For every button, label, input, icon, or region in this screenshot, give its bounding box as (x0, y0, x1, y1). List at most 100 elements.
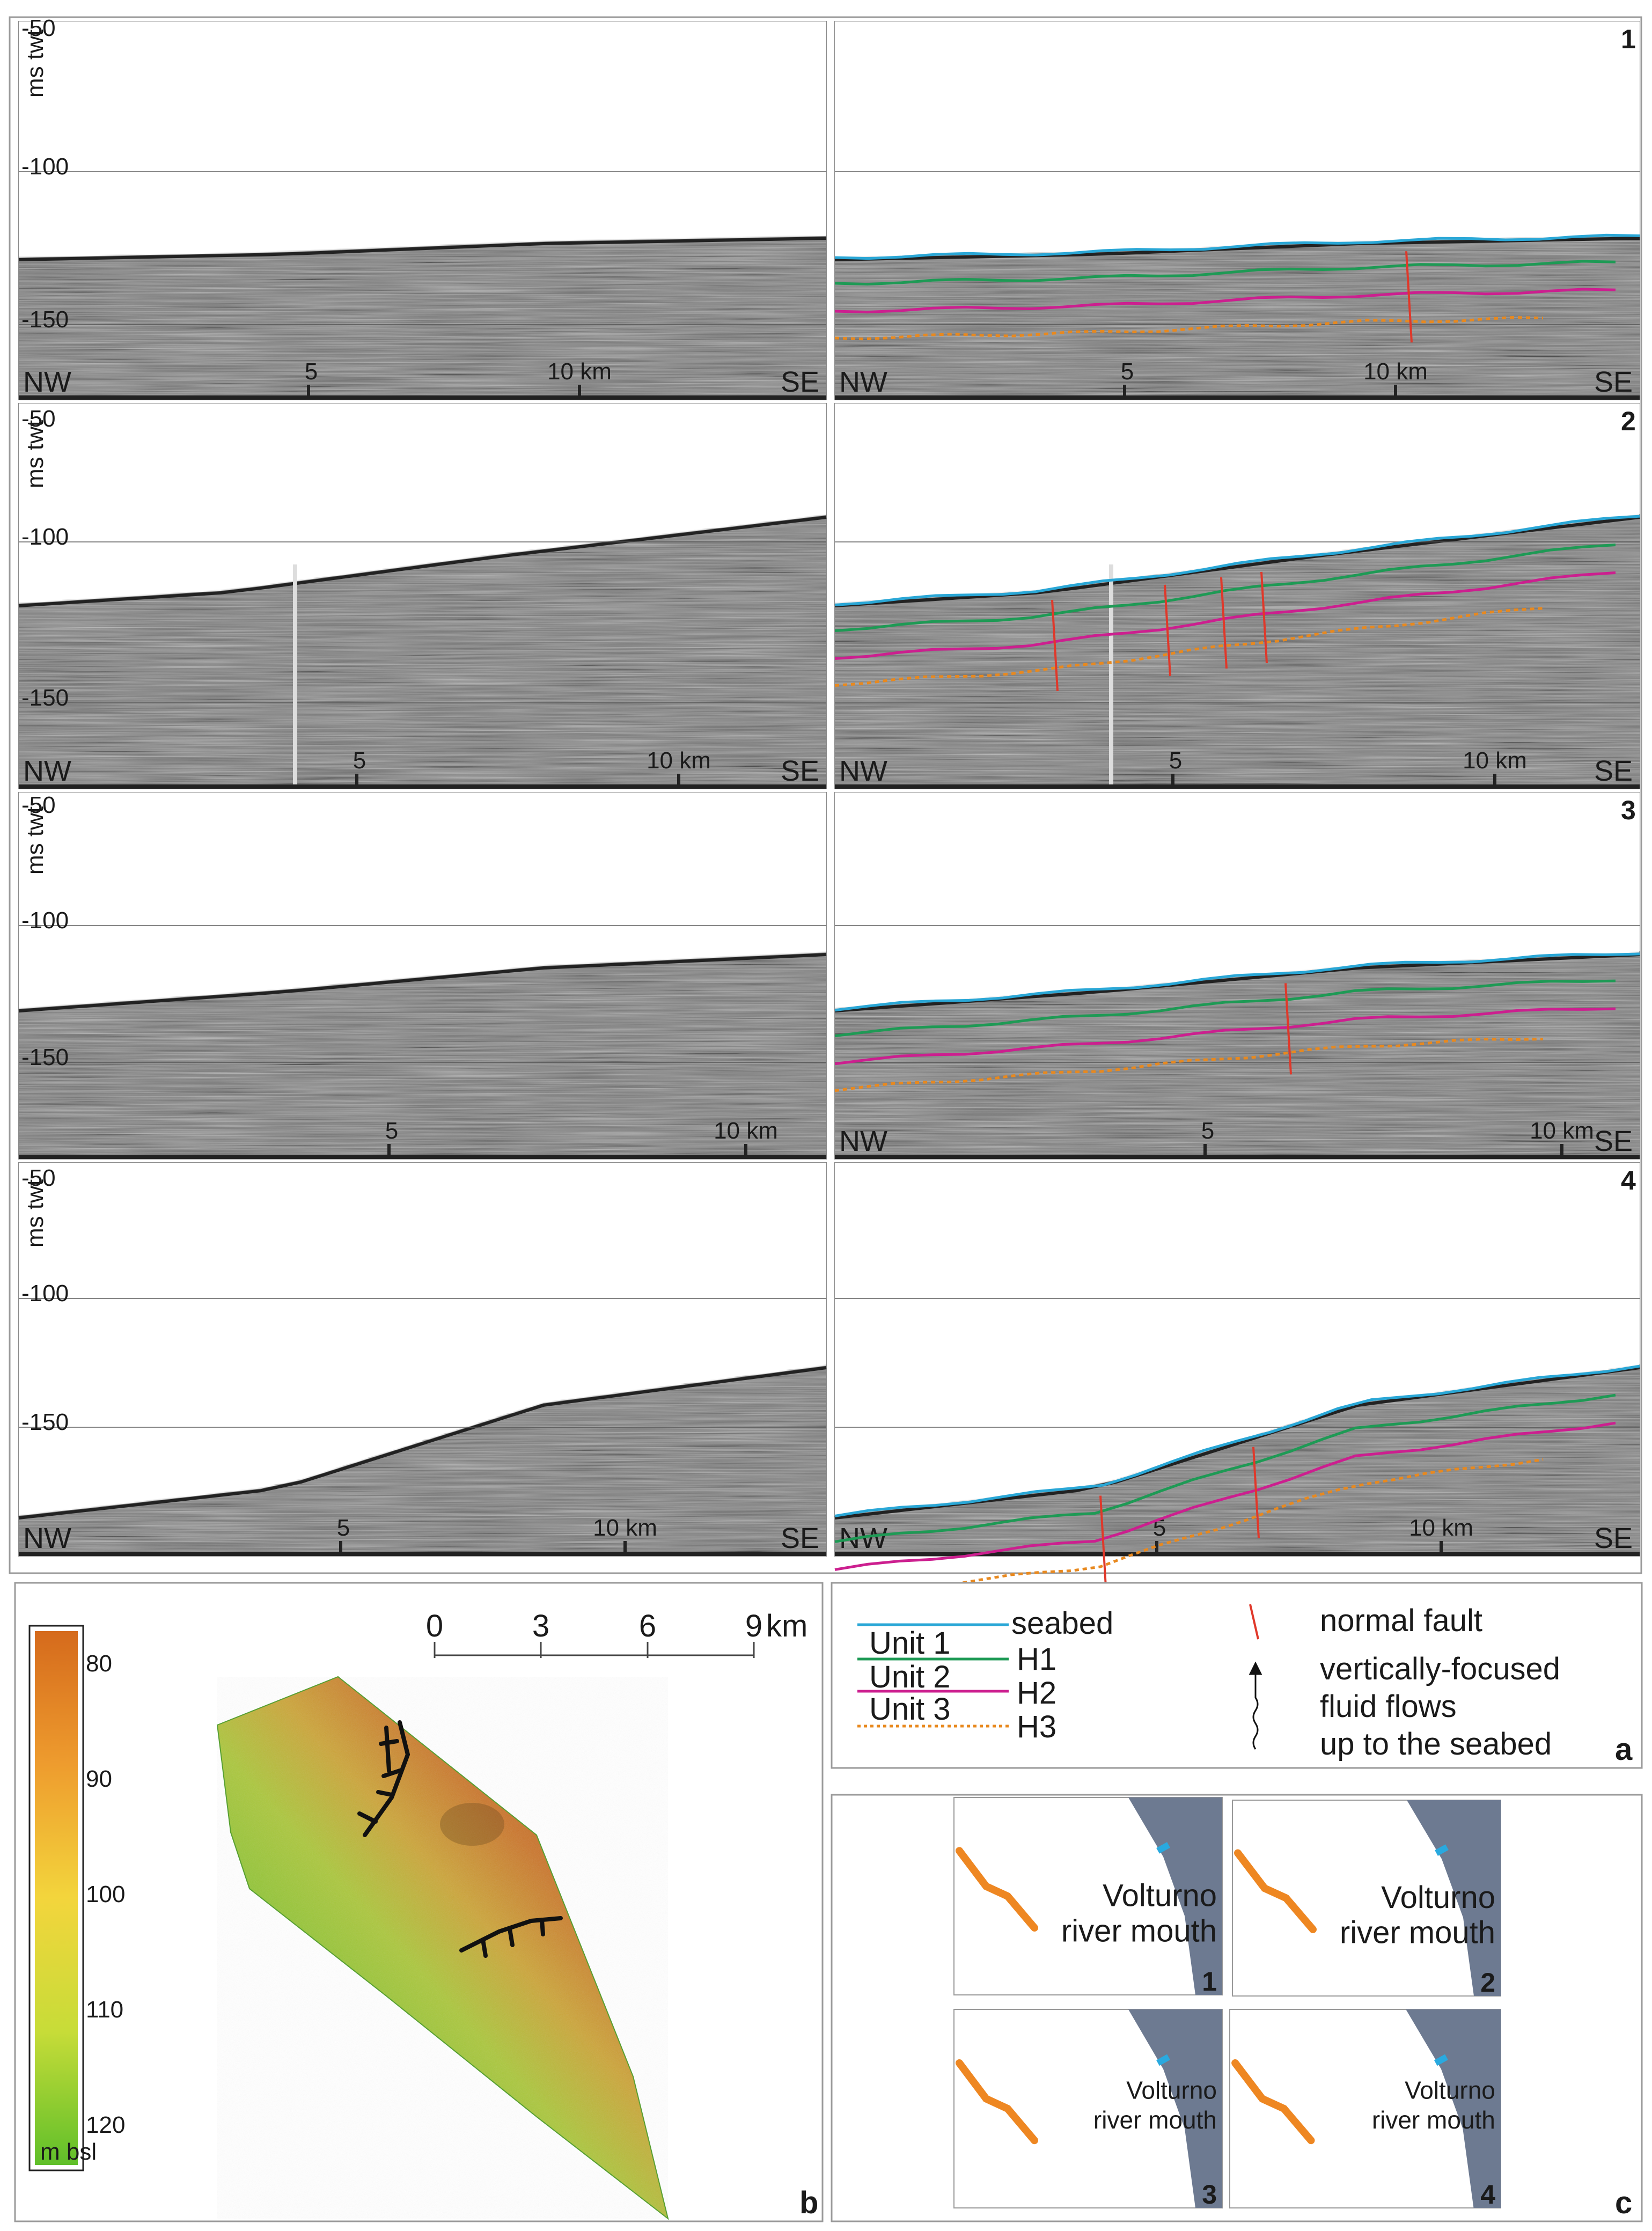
y-axis-unit: ms twt (22, 420, 48, 488)
y-tick-label: -100 (21, 524, 69, 550)
direction-se: SE (1594, 755, 1633, 787)
direction-se: SE (781, 1522, 819, 1554)
river-mouth-marker (1156, 2054, 1170, 2066)
x-tick-label: 5 (1201, 1118, 1214, 1144)
fluid-flow-legend-symbol (1249, 1661, 1262, 1750)
scale-label-0: 0 (426, 1609, 443, 1643)
profile-number: 3 (1621, 795, 1636, 825)
colorbar (35, 1631, 78, 2165)
x-tick-label: 10 km (647, 747, 711, 774)
place-label-line-2: river mouth (1372, 2106, 1495, 2134)
raw-profile-1: 5 10 km NW SE -50 -100 -150 ms twt (18, 15, 827, 400)
legend-unit-1: Unit 1 (869, 1626, 951, 1661)
horizon-h3 (834, 1037, 1544, 1092)
y-tick-label: -150 (21, 1409, 69, 1435)
horizon-h2 (834, 1421, 1616, 1571)
legend-h3: H3 (1017, 1709, 1056, 1744)
x-tick-label: 10 km (1409, 1515, 1473, 1541)
seismic-profiles: 5 10 km NW SE -50 -100 -150 ms twt 5 10 km NW SE 1 5 1… (18, 15, 1640, 1598)
scale-label-3: 3 (532, 1609, 549, 1643)
y-tick-label: -50 (21, 792, 56, 818)
direction-nw: NW (23, 366, 71, 398)
horizon-h2 (834, 288, 1616, 314)
river-mouth-marker (1435, 1844, 1449, 1856)
interpreted-profile-3: 5 10 km NW SE 3 (834, 792, 1640, 1159)
horizon-seabed (834, 952, 1640, 1012)
interpreted-profile-2: 5 10 km NW SE 2 (834, 403, 1640, 789)
scale-unit: km (766, 1609, 807, 1643)
direction-nw: NW (839, 366, 887, 398)
direction-nw: NW (839, 1125, 887, 1157)
profile-row-3: 5 10 km -50 -100 -150 ms twt 5 10 km NW SE 3 (18, 792, 1640, 1159)
direction-se: SE (781, 366, 819, 398)
profile-track (956, 1847, 1038, 1932)
profile-track (956, 2059, 1038, 2145)
place-label-line-1: Volturno (1126, 2076, 1217, 2104)
normal-fault (1220, 577, 1228, 669)
legend-fluid-line-3: up to the seabed (1320, 1727, 1552, 1762)
inset-number: 1 (1202, 1966, 1217, 1997)
direction-se: SE (1594, 1125, 1633, 1157)
profiles-frame (9, 16, 1642, 1574)
y-axis-unit: ms twt (22, 806, 48, 875)
x-tick-label: 10 km (714, 1118, 778, 1144)
colorbar-frame (28, 1625, 84, 2171)
horizon-h1 (834, 260, 1616, 286)
raw-profile-3: 5 10 km -50 -100 -150 ms twt (18, 792, 827, 1159)
y-tick-label: -100 (21, 1280, 69, 1307)
colorbar-label-110: 110 (86, 1997, 123, 2023)
profile-row-1: 5 10 km NW SE -50 -100 -150 ms twt 5 10 km NW SE 1 (18, 15, 1640, 400)
x-tick-label: 10 km (593, 1515, 657, 1541)
horizon-seabed (834, 515, 1640, 607)
y-tick-label: -50 (21, 1165, 56, 1191)
x-tick-label: 5 (1121, 358, 1134, 385)
profile-number: 4 (1621, 1165, 1636, 1195)
direction-se: SE (781, 755, 819, 787)
place-label-line-1: Volturno (1405, 2076, 1495, 2104)
colorbar-unit: m bsl (40, 2139, 97, 2165)
y-tick-label: -100 (21, 907, 69, 934)
horizon-h2 (834, 1007, 1616, 1066)
inset-number: 3 (1202, 2179, 1217, 2210)
y-tick-label: -50 (21, 406, 56, 432)
fault-traces (357, 1720, 563, 1958)
colorbar-label-90: 90 (86, 1766, 112, 1792)
dem-map-panel: 0 3 6 9 km 80 90 100 110 120 m bsl b (14, 1582, 824, 2222)
river-mouth-marker (1434, 2054, 1448, 2066)
profile-row-2: 5 10 km NW SE -50 -100 -150 ms twt 5 10 km NW SE 2 (18, 403, 1640, 789)
panel-letter-a: a (1615, 1732, 1633, 1767)
place-label-line-2: river mouth (1340, 1915, 1495, 1950)
fault-legend-symbol (1249, 1604, 1259, 1640)
place-label-line-1: Volturno (1103, 1878, 1217, 1913)
y-tick-label: -150 (21, 306, 69, 333)
x-tick-label: 5 (353, 747, 366, 774)
x-tick-label: 5 (305, 358, 318, 385)
raw-profile-2: 5 10 km NW SE -50 -100 -150 ms twt (18, 403, 827, 789)
profile-number: 1 (1621, 24, 1636, 54)
legend-unit-2: Unit 2 (869, 1660, 951, 1694)
direction-se: SE (1594, 366, 1633, 398)
normal-fault (1164, 584, 1171, 677)
colorbar-label-100: 100 (86, 1881, 125, 1907)
profile-track (1231, 2059, 1315, 2145)
horizon-h1 (834, 1393, 1616, 1543)
y-tick-label: -150 (21, 685, 69, 711)
horizon-seabed (834, 1364, 1640, 1517)
scale-label-9: 9 (745, 1609, 762, 1643)
river-mouth-marker (1156, 1842, 1170, 1854)
legend-panel: Unit 1 Unit 2 Unit 3 seabed H1 H2 H3 nor… (831, 1582, 1643, 1769)
legend-seabed: seabed (1011, 1606, 1113, 1641)
horizon-h2 (834, 571, 1616, 661)
coastline-land (1406, 2009, 1501, 2208)
inset-number: 4 (1480, 2179, 1495, 2210)
legend-h1: H1 (1017, 1642, 1056, 1677)
x-tick-label: 10 km (1363, 358, 1428, 385)
x-tick-label: 10 km (1463, 747, 1527, 774)
place-label-line-1: Volturno (1381, 1880, 1495, 1915)
inset-number: 2 (1480, 1968, 1495, 1998)
